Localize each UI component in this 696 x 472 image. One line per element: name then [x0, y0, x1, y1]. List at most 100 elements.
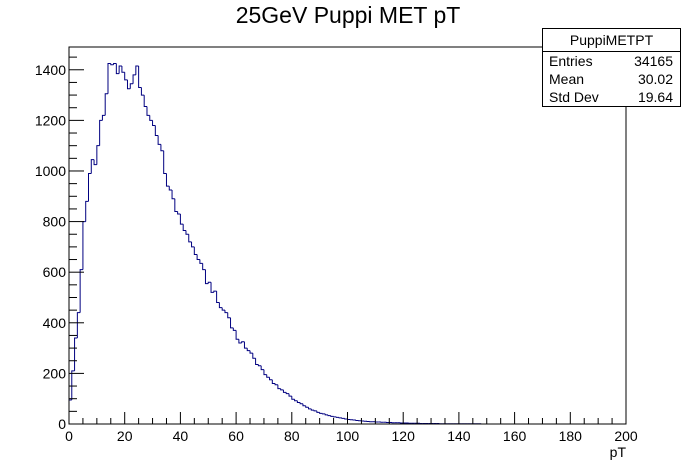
histogram-bin	[308, 407, 312, 410]
histogram-bin	[213, 290, 217, 293]
stats-label: Entries	[549, 53, 593, 69]
stats-value: 30.02	[637, 71, 673, 87]
histogram-bin	[165, 173, 170, 187]
histogram-bin	[263, 369, 267, 376]
histogram-bin	[191, 241, 195, 248]
stats-label: Std Dev	[549, 89, 599, 105]
stats-row-entries: Entries 34165	[543, 52, 680, 70]
histogram-bin	[149, 115, 153, 121]
histogram-bin	[238, 339, 242, 344]
histogram-bin	[316, 410, 320, 413]
histogram-bin	[146, 106, 150, 116]
x-tick-label: 160	[503, 428, 527, 444]
histogram-bin	[282, 389, 287, 393]
y-tick-label: 0	[58, 416, 66, 432]
histogram-bin	[305, 405, 309, 408]
histogram-bin	[313, 410, 317, 412]
histogram-bin	[79, 269, 83, 313]
histogram-bin	[299, 402, 303, 405]
y-tick-label: 1200	[35, 112, 66, 128]
histogram-bin	[93, 159, 97, 166]
histogram-bin	[327, 414, 331, 417]
histogram-bin	[330, 415, 334, 417]
histogram-bin	[82, 221, 86, 270]
histogram-bin	[333, 416, 337, 418]
histogram-bin	[138, 65, 142, 88]
histogram-bin	[143, 95, 147, 107]
histogram-bin	[174, 198, 178, 212]
histogram-bin	[324, 413, 328, 416]
histogram-bin	[341, 417, 345, 419]
histogram-bin	[224, 310, 228, 314]
histogram-bin	[232, 327, 237, 331]
histogram-bin	[274, 383, 278, 386]
histogram-bin	[277, 384, 281, 390]
histogram-bin	[157, 135, 161, 145]
x-tick-label: 20	[117, 428, 133, 444]
histogram-bin	[163, 150, 167, 175]
histogram-bin	[335, 416, 340, 418]
histogram-bin	[218, 302, 223, 309]
histogram-bin	[302, 403, 306, 407]
histogram-bin	[96, 145, 100, 165]
histogram-bin	[129, 83, 134, 89]
stats-label: Mean	[549, 71, 585, 87]
stats-box: PuppiMETPT Entries 34165 Mean 30.02 Std …	[542, 28, 681, 107]
stats-box-name: PuppiMETPT	[543, 29, 680, 52]
histogram-bin	[101, 114, 106, 121]
histogram-bin	[71, 370, 75, 400]
histogram-bin	[85, 200, 89, 222]
histogram-bin	[291, 396, 295, 400]
x-axis-title: pT	[610, 444, 627, 460]
histogram-bin	[182, 224, 186, 231]
histogram-bin	[241, 341, 245, 344]
histogram-bin	[115, 63, 120, 75]
histogram-bin	[235, 330, 239, 340]
chart-title: 25GeV Puppi MET pT	[235, 2, 461, 28]
histogram-bin	[126, 79, 131, 90]
histogram-bin	[243, 341, 248, 349]
histogram-bin	[227, 312, 231, 319]
histogram-bin	[88, 173, 92, 202]
stats-value: 19.64	[637, 89, 673, 105]
histogram-bin	[104, 93, 108, 116]
histogram-bin	[246, 348, 251, 352]
x-tick-label: 0	[65, 428, 73, 444]
histogram-bin	[179, 213, 184, 225]
x-tick-label: 40	[173, 428, 189, 444]
histogram-bin	[216, 291, 220, 304]
histogram-bin	[110, 63, 114, 66]
histogram-bin	[210, 282, 214, 293]
y-tick-label: 400	[43, 315, 67, 331]
histogram-bin	[193, 246, 198, 255]
histogram-bin	[230, 317, 234, 329]
histogram-bin	[255, 358, 259, 366]
histogram-bin	[207, 281, 212, 284]
histogram-bin	[257, 364, 262, 367]
x-tick-label: 200	[614, 428, 638, 444]
histogram-bin	[74, 337, 78, 371]
histogram-bin	[168, 186, 173, 191]
histogram-bin	[321, 413, 326, 415]
histogram-bin	[288, 393, 292, 397]
histogram-bin	[135, 65, 139, 75]
histogram-bin	[140, 87, 145, 96]
histogram-bin	[185, 230, 189, 235]
histogram-bin	[252, 353, 256, 359]
histogram-bin	[266, 374, 270, 378]
stats-row-mean: Mean 30.02	[543, 70, 680, 88]
histogram-bin	[113, 62, 117, 65]
histogram-bin	[199, 259, 203, 264]
histogram-bin	[260, 365, 264, 371]
histogram-bin	[319, 412, 323, 414]
histogram-bin	[121, 65, 125, 73]
histogram-bin	[344, 418, 348, 420]
histogram-bin	[118, 65, 122, 74]
histogram-bin	[107, 62, 111, 94]
histogram-bin	[296, 400, 301, 403]
stats-value: 34165	[634, 53, 673, 69]
histogram-bin	[202, 263, 206, 271]
histogram-bin	[280, 388, 284, 391]
histogram-bin	[294, 399, 298, 402]
